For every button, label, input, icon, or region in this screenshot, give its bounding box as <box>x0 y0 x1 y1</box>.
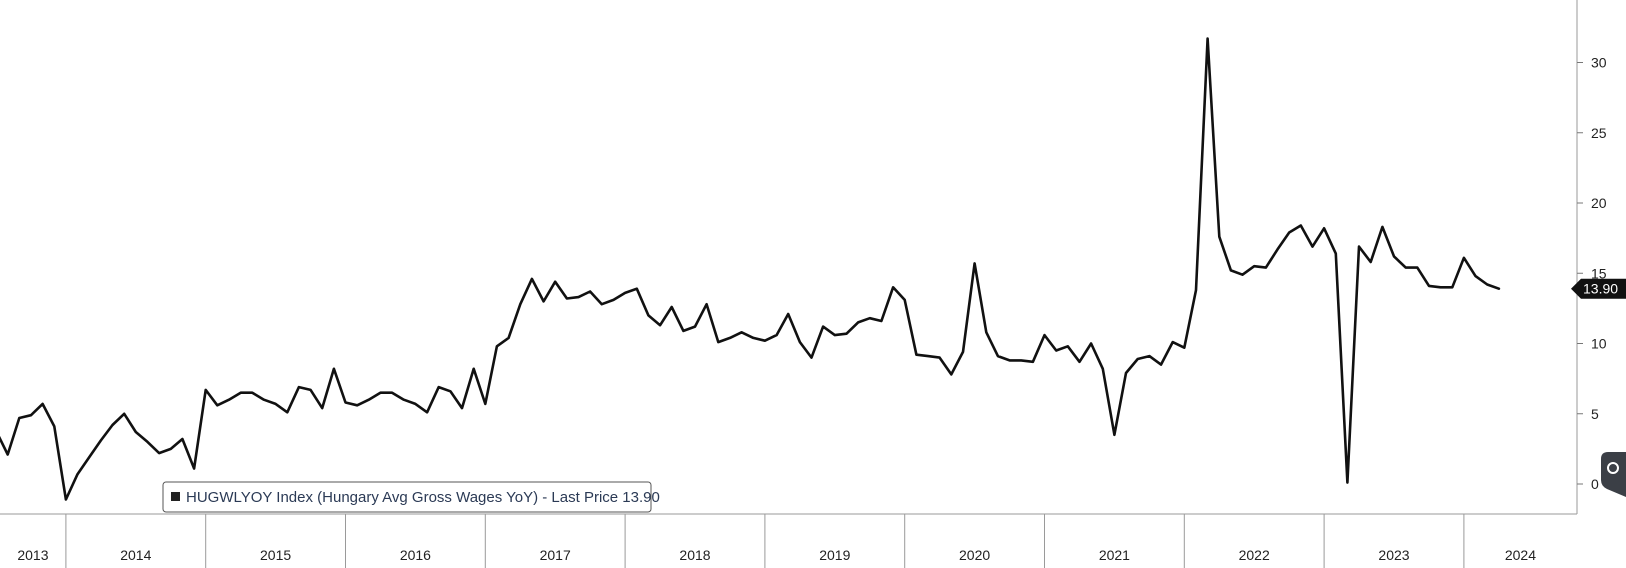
legend-box <box>162 481 652 513</box>
x-tick-label: 2015 <box>260 547 291 563</box>
y-tick-label: 10 <box>1591 336 1607 352</box>
x-tick-label: 2017 <box>540 547 571 563</box>
x-tick-label: 2018 <box>679 547 710 563</box>
x-tick-label: 2013 <box>17 547 48 563</box>
y-tick-label: 0 <box>1591 476 1599 492</box>
y-tick-label: 5 <box>1591 406 1599 422</box>
x-tick-label: 2016 <box>400 547 431 563</box>
last-price-marker <box>1571 278 1626 299</box>
y-tick-label: 30 <box>1591 55 1607 71</box>
x-tick-label: 2021 <box>1099 547 1130 563</box>
legend-label: HUGWLYOY Index (Hungary Avg Gross Wages … <box>186 489 660 506</box>
y-tick-label: 15 <box>1591 265 1607 281</box>
legend-series-marker <box>171 492 180 501</box>
legend: HUGWLYOY Index (Hungary Avg Gross Wages … <box>162 481 660 513</box>
x-tick-label: 2024 <box>1505 547 1536 563</box>
last-price-label: 13.90 <box>1583 281 1618 297</box>
scroll-handle-shape <box>1601 452 1626 497</box>
scroll-handle[interactable] <box>1601 452 1626 497</box>
y-tick-label: 20 <box>1591 195 1607 211</box>
x-tick-label: 2014 <box>120 547 151 563</box>
y-tick-label: 25 <box>1591 125 1607 141</box>
x-tick-label: 2019 <box>819 547 850 563</box>
series-line-hugwlyoy <box>0 37 1501 501</box>
x-axis: 2013 2014 2015 2016 2017 2018 2019 2020 2021 2022… <box>0 513 1577 568</box>
x-tick-label: 2022 <box>1239 547 1270 563</box>
last-price-tag: 13.90 <box>1571 278 1626 299</box>
y-axis: 0 5 10 15 20 25 30 <box>1576 0 1607 514</box>
zoom-icon <box>1607 462 1619 474</box>
x-tick-label: 2020 <box>959 547 990 563</box>
x-tick-label: 2023 <box>1378 547 1409 563</box>
